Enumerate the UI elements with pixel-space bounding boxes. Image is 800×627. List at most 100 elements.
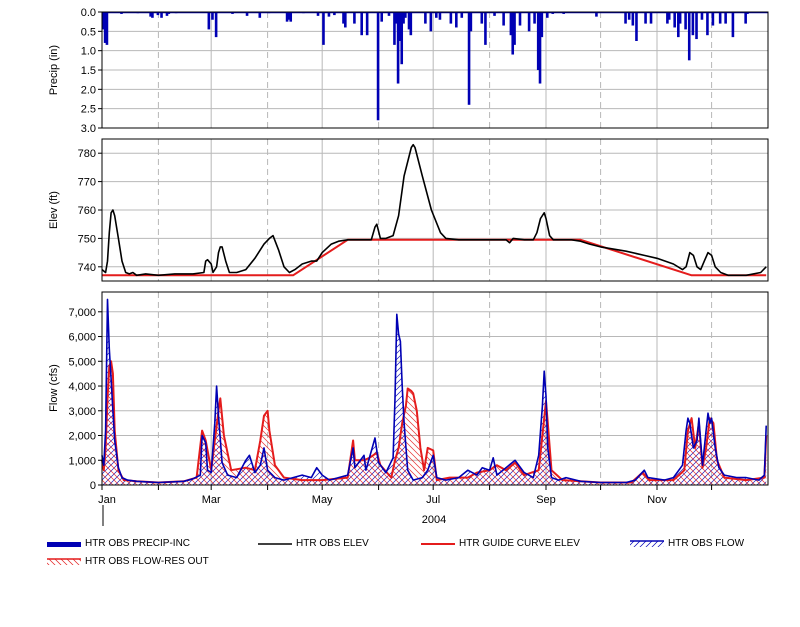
- precip-tick-label: 0.0: [81, 7, 96, 19]
- precip-bar: [207, 12, 211, 30]
- flow-tick-label: 1,000: [68, 455, 96, 467]
- precip-bar: [551, 12, 555, 14]
- precip-bar: [627, 12, 631, 20]
- precip-bar: [438, 12, 442, 20]
- precip-bar: [409, 12, 413, 36]
- legend-item-guide-curve: HTR GUIDE CURVE ELEV: [421, 538, 580, 549]
- precip-bar: [666, 12, 669, 24]
- precip-bar: [396, 12, 400, 84]
- precip-bar: [595, 12, 598, 17]
- precip-bar: [387, 12, 391, 16]
- precip-bar: [167, 12, 171, 14]
- legend-swatch-res-out: [47, 557, 81, 567]
- precip-bar: [160, 12, 163, 18]
- precip-bar: [156, 12, 160, 16]
- precip-bar: [376, 12, 380, 121]
- precip-bar: [289, 12, 293, 22]
- flow-tick-label: 7,000: [68, 307, 96, 319]
- legend-swatch-precip: [47, 539, 81, 549]
- precip-bar: [102, 12, 105, 30]
- legend-label-guide-curve: HTR GUIDE CURVE ELEV: [459, 538, 580, 549]
- legend: HTR OBS PRECIP-INC HTR OBS ELEV HTR GUID…: [0, 534, 800, 574]
- precip-bar: [677, 12, 680, 38]
- precip-bar: [706, 12, 709, 36]
- precip-bar: [103, 12, 107, 43]
- precip-bar: [533, 12, 536, 24]
- x-tick-label: Sep: [536, 494, 556, 506]
- precip-bar: [333, 12, 336, 16]
- precip-tick-label: 2.5: [81, 104, 96, 116]
- flow-areas: [101, 298, 768, 485]
- precip-bar: [393, 12, 396, 45]
- precip-bar: [455, 12, 458, 28]
- precip-bar: [695, 12, 698, 40]
- elev-y-ticks: 740 750 760 770 780: [78, 148, 102, 274]
- precip-bar: [540, 12, 544, 38]
- chart-canvas: 0.0 0.5 1.0 1.5 2.0 2.5 3.0 Precip (in) 740 750…: [48, 7, 769, 526]
- precip-bar: [644, 12, 647, 24]
- flow-tick-label: 2,000: [68, 431, 96, 443]
- x-axis-ticks: Jan Mar May Jul Sep Nov: [98, 485, 713, 506]
- precip-bar: [484, 12, 487, 45]
- precip-bar: [469, 12, 473, 32]
- legend-item-res-out: HTR OBS FLOW-RES OUT: [47, 556, 209, 567]
- precip-bar: [214, 12, 218, 38]
- precip-bar: [211, 12, 214, 20]
- precip-bar: [360, 12, 363, 36]
- precip-bar: [513, 12, 516, 45]
- precip-bar: [460, 12, 464, 18]
- elev-tick-label: 750: [78, 233, 96, 245]
- precip-bar: [635, 12, 638, 41]
- precip-bar: [700, 12, 704, 20]
- precip-panel: 0.0 0.5 1.0 1.5 2.0 2.5 3.0 Precip (in): [48, 7, 769, 135]
- legend-label-elev: HTR OBS ELEV: [296, 538, 369, 549]
- precip-bar: [538, 12, 542, 84]
- legend-label-obs-flow: HTR OBS FLOW: [668, 538, 745, 549]
- precip-bar: [404, 12, 407, 18]
- flow-panel: 0 1,000 2,000 3,000 4,000 5,000 6,000 7,000 Flo…: [48, 291, 769, 492]
- precip-bar: [429, 12, 433, 32]
- legend-swatch-obs-flow: [630, 539, 664, 549]
- elev-tick-label: 780: [78, 148, 96, 160]
- precip-bar: [631, 12, 635, 26]
- precip-tick-label: 1.5: [81, 65, 96, 77]
- flow-tick-label: 4,000: [68, 381, 96, 393]
- precip-bar: [480, 12, 484, 24]
- precip-bar: [724, 12, 727, 24]
- precip-bar: [165, 12, 169, 16]
- flow-y-ticks: 0 1,000 2,000 3,000 4,000 5,000 6,000 7,000: [68, 307, 102, 492]
- precip-y-ticks: 0.0 0.5 1.0 1.5 2.0 2.5 3.0: [81, 7, 102, 135]
- precip-bar: [546, 12, 549, 18]
- x-tick-label: Jan: [98, 494, 116, 506]
- precip-bar: [342, 12, 345, 24]
- precip-bar: [667, 12, 671, 20]
- elev-y-label: Elev (ft): [48, 191, 60, 229]
- precip-bar: [467, 12, 471, 105]
- precip-bar: [518, 12, 522, 26]
- elev-panel: 740 750 760 770 780 Elev (ft): [48, 138, 769, 282]
- precip-y-label: Precip (in): [48, 45, 60, 95]
- precip-bar: [267, 12, 271, 14]
- precip-bar: [394, 12, 398, 24]
- precip-bar: [536, 12, 540, 70]
- elev-tick-label: 770: [78, 177, 96, 189]
- elev-tick-label: 740: [78, 262, 96, 274]
- precip-bar: [174, 12, 178, 14]
- legend-item-elev: HTR OBS ELEV: [258, 538, 369, 549]
- precip-bar: [511, 12, 515, 55]
- flow-tick-label: 5,000: [68, 356, 96, 368]
- res-out-flow-area: [102, 361, 767, 485]
- elev-tick-label: 760: [78, 205, 96, 217]
- legend-swatch-guide-curve: [421, 539, 455, 549]
- flow-tick-label: 0: [90, 480, 96, 492]
- precip-bar: [649, 12, 653, 24]
- precip-bar: [746, 12, 749, 14]
- precip-bar: [509, 12, 513, 36]
- precip-tick-label: 0.5: [81, 26, 96, 38]
- precip-bar: [136, 12, 140, 14]
- precip-bar: [435, 12, 438, 18]
- precip-bar: [344, 12, 347, 28]
- legend-label-precip: HTR OBS PRECIP-INC: [85, 538, 191, 549]
- legend-label-res-out: HTR OBS FLOW-RES OUT: [85, 556, 209, 567]
- precip-bar: [684, 12, 687, 30]
